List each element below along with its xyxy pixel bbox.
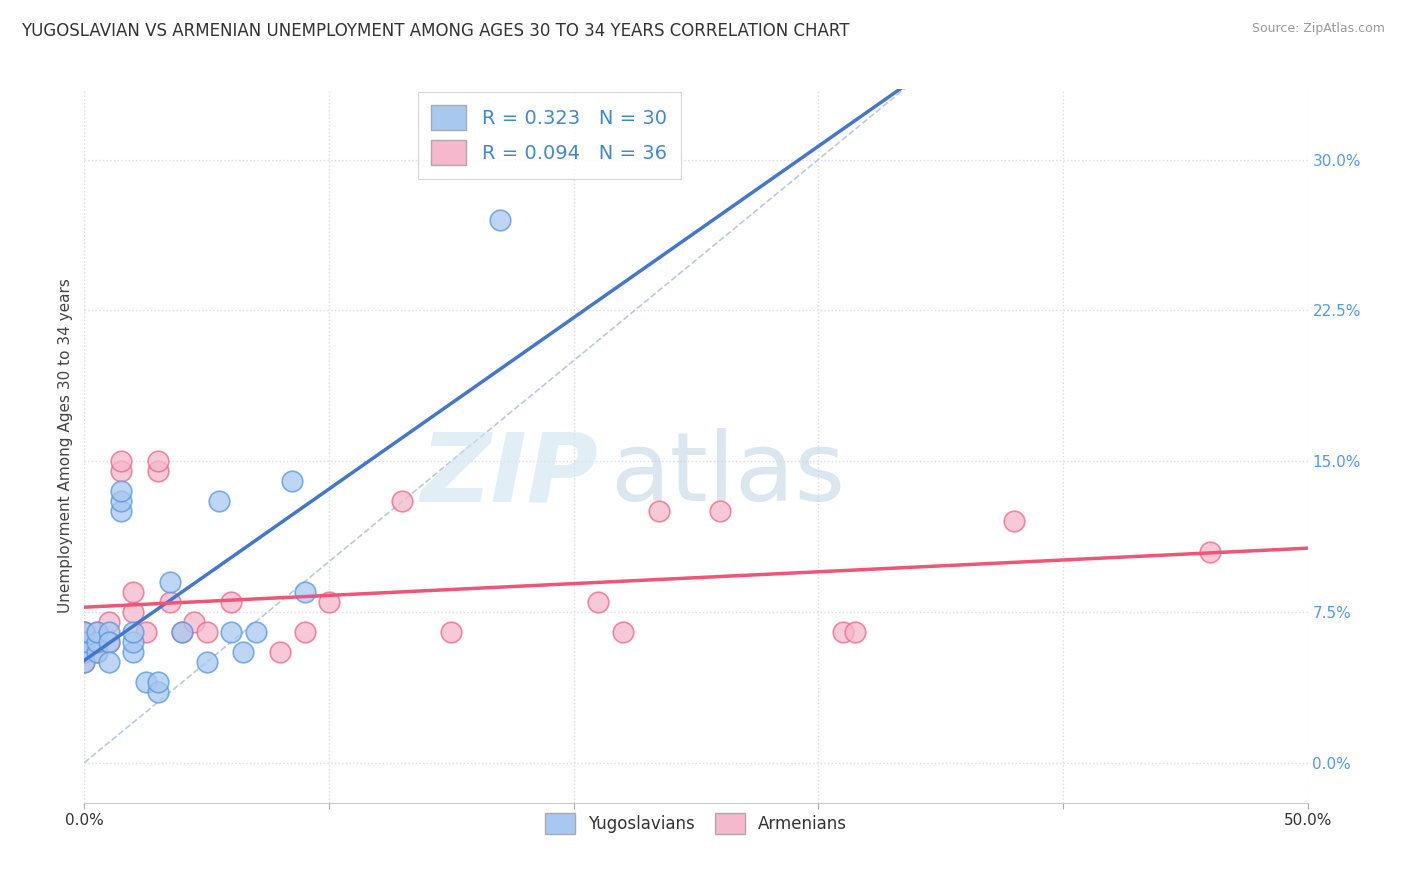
Point	[172, 624, 194, 639]
Point	[122, 605, 145, 619]
Point	[135, 624, 157, 639]
Point	[269, 645, 291, 659]
Point	[97, 615, 120, 629]
Point	[73, 645, 96, 659]
Point	[281, 474, 304, 488]
Text: YUGOSLAVIAN VS ARMENIAN UNEMPLOYMENT AMONG AGES 30 TO 34 YEARS CORRELATION CHART: YUGOSLAVIAN VS ARMENIAN UNEMPLOYMENT AMO…	[21, 22, 849, 40]
Point	[73, 655, 96, 669]
Point	[73, 624, 96, 639]
Point	[294, 624, 316, 639]
Point	[208, 494, 231, 508]
Point	[110, 484, 132, 499]
Point	[440, 624, 463, 639]
Point	[86, 645, 108, 659]
Point	[245, 624, 267, 639]
Point	[110, 464, 132, 478]
Point	[73, 645, 96, 659]
Point	[219, 595, 242, 609]
Point	[97, 655, 120, 669]
Legend: Yugoslavians, Armenians: Yugoslavians, Armenians	[534, 803, 858, 845]
Point	[73, 645, 96, 659]
Point	[73, 655, 96, 669]
Point	[159, 595, 181, 609]
Point	[195, 624, 218, 639]
Point	[844, 624, 866, 639]
Point	[586, 595, 609, 609]
Point	[122, 645, 145, 659]
Point	[97, 624, 120, 639]
Point	[831, 624, 853, 639]
Point	[1198, 544, 1220, 558]
Point	[73, 635, 96, 649]
Point	[195, 655, 218, 669]
Point	[86, 624, 108, 639]
Point	[489, 212, 512, 227]
Point	[146, 454, 169, 468]
Point	[391, 494, 413, 508]
Point	[86, 635, 108, 649]
Point	[110, 494, 132, 508]
Text: ZIP: ZIP	[420, 428, 598, 521]
Point	[73, 624, 96, 639]
Point	[172, 624, 194, 639]
Point	[122, 584, 145, 599]
Text: atlas: atlas	[610, 428, 845, 521]
Point	[73, 635, 96, 649]
Point	[86, 624, 108, 639]
Point	[648, 504, 671, 518]
Point	[146, 464, 169, 478]
Point	[159, 574, 181, 589]
Point	[73, 645, 96, 659]
Point	[110, 454, 132, 468]
Point	[183, 615, 205, 629]
Point	[73, 635, 96, 649]
Point	[709, 504, 731, 518]
Point	[97, 635, 120, 649]
Point	[97, 635, 120, 649]
Point	[86, 645, 108, 659]
Point	[612, 624, 634, 639]
Point	[1002, 515, 1025, 529]
Point	[73, 624, 96, 639]
Point	[122, 624, 145, 639]
Point	[219, 624, 242, 639]
Y-axis label: Unemployment Among Ages 30 to 34 years: Unemployment Among Ages 30 to 34 years	[58, 278, 73, 614]
Point	[110, 504, 132, 518]
Point	[135, 675, 157, 690]
Text: Source: ZipAtlas.com: Source: ZipAtlas.com	[1251, 22, 1385, 36]
Point	[232, 645, 254, 659]
Point	[294, 584, 316, 599]
Point	[146, 685, 169, 699]
Point	[122, 635, 145, 649]
Point	[146, 675, 169, 690]
Point	[318, 595, 340, 609]
